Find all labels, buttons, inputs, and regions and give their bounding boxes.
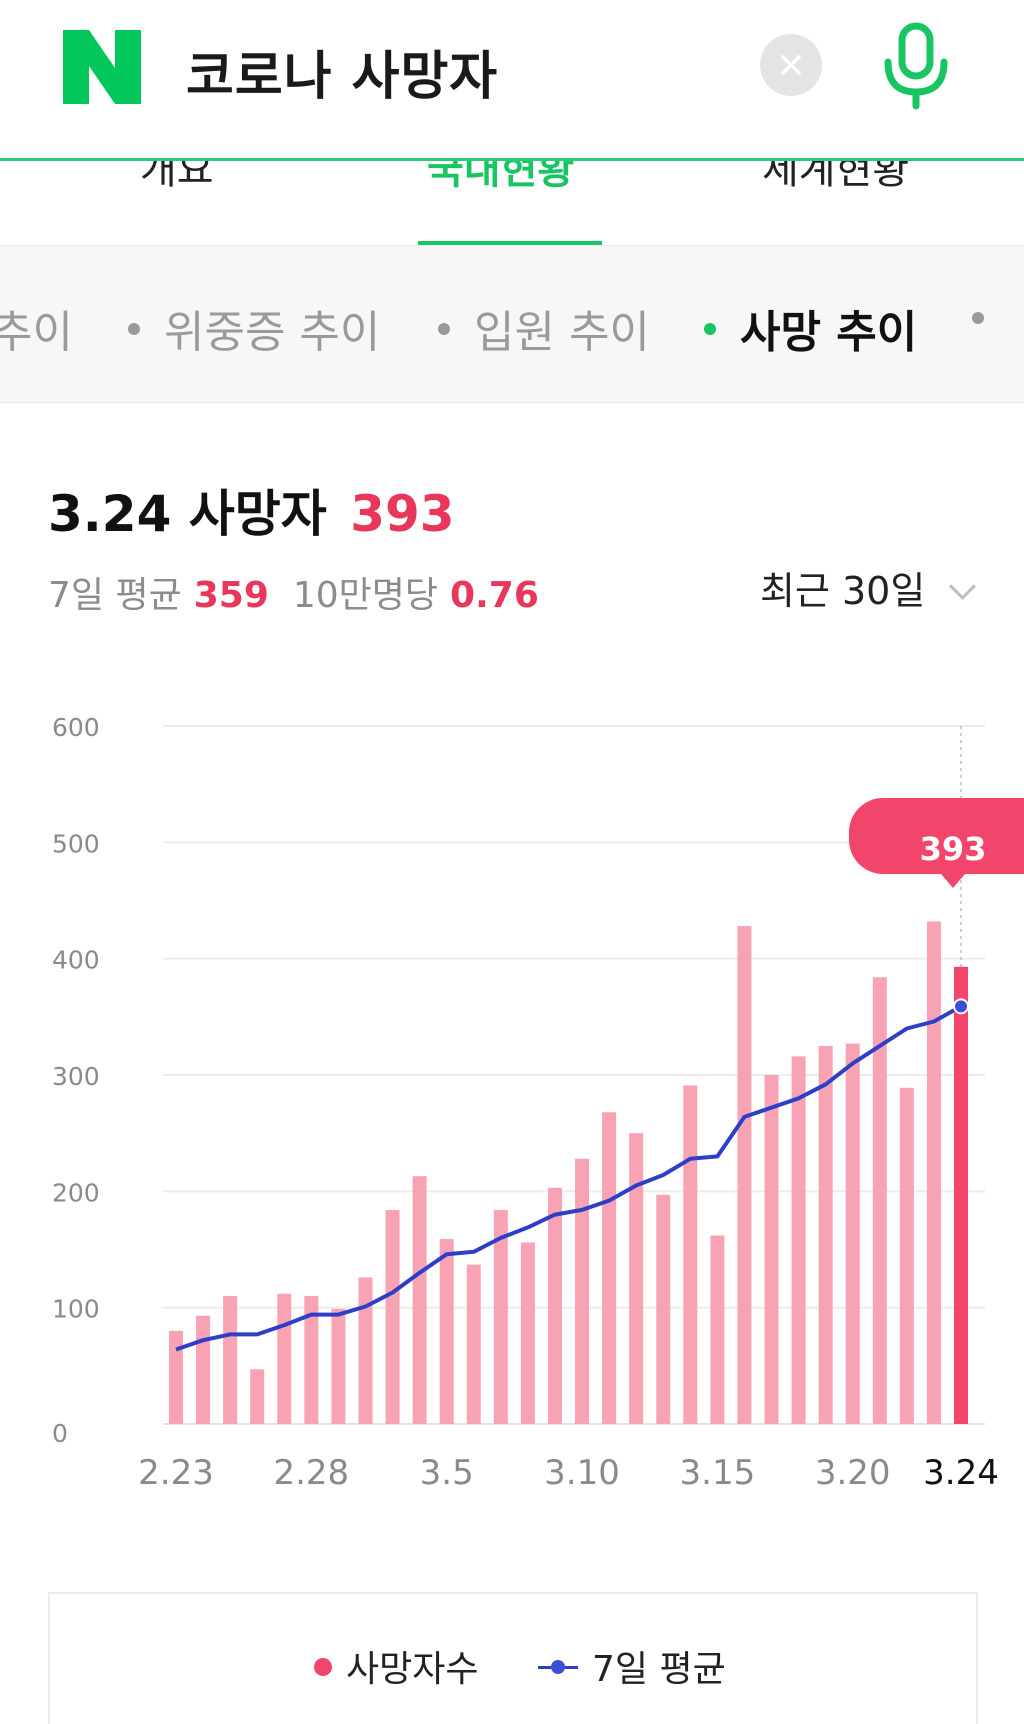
per-capita-value: 0.76 <box>450 575 539 616</box>
bar <box>791 1056 806 1424</box>
x-tick-label: 3.24 <box>923 1453 999 1493</box>
header-divider <box>0 158 1024 161</box>
subtab-hospitalized[interactable]: 입원 추이 <box>438 296 650 360</box>
x-tick-label: 3.5 <box>420 1453 474 1493</box>
value-tooltip <box>849 798 1024 888</box>
legend-average-label: 7일 평균 <box>592 1649 726 1690</box>
y-tick-label: 500 <box>52 829 100 858</box>
bar <box>520 1242 535 1424</box>
summary-label: 사망자 <box>188 485 327 543</box>
active-tab-indicator <box>418 241 602 245</box>
bar <box>764 1075 779 1424</box>
subtab-label: 사망 추이 <box>740 307 918 358</box>
bar <box>169 1330 183 1424</box>
naver-logo-icon[interactable] <box>63 30 141 104</box>
bar <box>223 1296 238 1424</box>
summary-value: 393 <box>350 485 455 543</box>
bar <box>331 1308 346 1424</box>
tab-domestic[interactable]: 국내현황 <box>427 161 575 193</box>
subtab-trend[interactable]: 추이 <box>0 296 73 360</box>
bar <box>845 1043 860 1424</box>
tab-world[interactable]: 세계현황 <box>762 161 910 193</box>
chevron-down-icon <box>949 573 977 600</box>
x-tick-label: 3.10 <box>544 1453 620 1493</box>
y-tick-label: 0 <box>52 1419 68 1448</box>
bar <box>439 1239 454 1424</box>
subtab-deaths[interactable]: 사망 추이 <box>704 296 917 360</box>
bar <box>818 1045 833 1424</box>
bar <box>277 1293 292 1424</box>
summary-stats: 7일 평균 359 10만명당 0.76 <box>48 566 563 618</box>
x-tick-label: 2.28 <box>273 1453 349 1493</box>
legend-average: 7일 평균 <box>538 1640 726 1692</box>
bar <box>547 1187 562 1424</box>
avg-line <box>175 1004 962 1352</box>
bar <box>683 1085 698 1424</box>
x-tick-label: 3.20 <box>815 1453 891 1493</box>
bar <box>872 977 887 1424</box>
y-tick-label: 600 <box>52 713 100 742</box>
per-capita-label: 10만명당 <box>292 575 439 616</box>
avg-label: 7일 평균 <box>48 575 182 616</box>
bar <box>737 926 752 1424</box>
bar <box>710 1235 725 1424</box>
bar <box>656 1194 671 1424</box>
bar <box>196 1315 211 1424</box>
legend-dot-icon <box>314 1658 332 1676</box>
y-tick-label: 300 <box>52 1062 100 1091</box>
avg-value: 359 <box>193 575 269 616</box>
bullet-icon <box>972 312 984 324</box>
subtab-label: 입원 추이 <box>474 307 650 358</box>
period-label: 최근 30일 <box>760 569 926 613</box>
subtab-next[interactable] <box>972 296 1008 347</box>
bullet-icon <box>704 323 716 335</box>
legend-line-icon <box>538 1659 578 1674</box>
avg-point-highlight <box>953 998 969 1015</box>
trend-subtabs: 추이 위중증 추이 입원 추이 사망 추이 <box>0 246 1024 403</box>
summary-title: 3.24 사망자 393 <box>48 474 455 546</box>
bar <box>412 1176 427 1424</box>
y-tick-label: 400 <box>52 946 100 975</box>
chart-legend: 사망자수 7일 평균 <box>48 1592 978 1724</box>
main-tabs: 개요 국내현황 세계현황 <box>0 161 1024 246</box>
search-header: 코로나 사망자 <box>0 0 1024 158</box>
clear-search-button[interactable] <box>760 34 822 96</box>
close-icon <box>781 55 801 75</box>
tab-overview[interactable]: 개요 <box>140 161 214 193</box>
subtab-label: 위중증 추이 <box>164 307 381 358</box>
summary-date: 3.24 <box>48 485 172 543</box>
bar <box>358 1277 373 1424</box>
bar <box>466 1264 481 1424</box>
microphone-icon[interactable] <box>880 22 952 112</box>
bar <box>629 1133 644 1424</box>
bar <box>575 1158 590 1424</box>
bar <box>385 1209 400 1424</box>
value-tooltip-label: 393 <box>920 830 987 868</box>
x-tick-label: 2.23 <box>138 1453 214 1493</box>
period-dropdown[interactable]: 최근 30일 <box>760 560 977 615</box>
bar <box>926 921 941 1424</box>
x-tick-label: 3.15 <box>680 1453 756 1493</box>
legend-deaths: 사망자수 <box>314 1640 478 1692</box>
search-query[interactable]: 코로나 사망자 <box>186 47 499 107</box>
bullet-icon <box>128 323 140 335</box>
subtab-critical[interactable]: 위중증 추이 <box>128 296 380 360</box>
legend-deaths-label: 사망자수 <box>346 1649 479 1690</box>
bar <box>304 1296 319 1424</box>
bar <box>493 1209 508 1424</box>
subtab-label: 추이 <box>0 307 73 358</box>
bar <box>602 1112 617 1424</box>
bar-highlight <box>954 966 968 1424</box>
y-tick-label: 200 <box>52 1178 100 1207</box>
bar <box>899 1087 914 1424</box>
y-tick-label: 100 <box>52 1295 100 1324</box>
bullet-icon <box>438 323 450 335</box>
bar <box>250 1369 265 1424</box>
deaths-chart: 0 100 200 300 400 500 600 393 2.23 2.28 3.5 3.10 3.1… <box>52 713 1024 1493</box>
